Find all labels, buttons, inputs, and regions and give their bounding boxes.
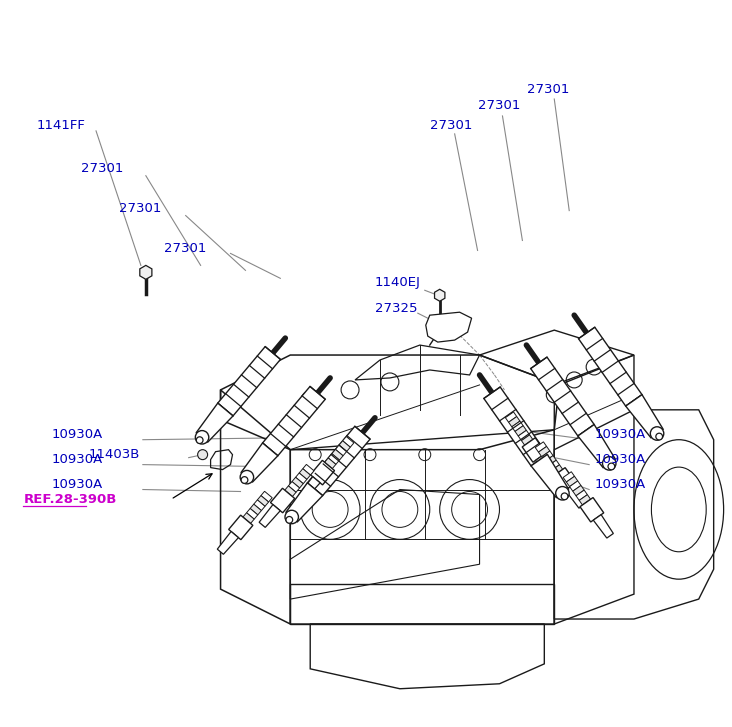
Polygon shape [567, 476, 578, 486]
Circle shape [602, 457, 616, 470]
Text: REF.28-390B: REF.28-390B [23, 493, 116, 506]
Polygon shape [579, 494, 591, 505]
Polygon shape [310, 460, 335, 485]
Polygon shape [539, 446, 550, 457]
Polygon shape [531, 454, 569, 497]
Polygon shape [261, 491, 272, 502]
Text: 27325: 27325 [375, 302, 417, 315]
Text: 10930A: 10930A [51, 478, 102, 491]
Text: 27301: 27301 [430, 119, 472, 132]
Polygon shape [217, 347, 280, 416]
Text: 10930A: 10930A [594, 428, 646, 441]
Polygon shape [552, 467, 576, 492]
Circle shape [286, 516, 293, 523]
Polygon shape [521, 435, 533, 445]
Polygon shape [578, 327, 642, 406]
Text: 27301: 27301 [164, 242, 206, 255]
Text: 27301: 27301 [477, 100, 520, 113]
Polygon shape [535, 442, 547, 452]
Circle shape [556, 486, 569, 500]
Polygon shape [580, 497, 604, 522]
Polygon shape [573, 486, 584, 496]
Polygon shape [250, 504, 261, 515]
Polygon shape [512, 421, 523, 431]
Polygon shape [563, 472, 575, 482]
Polygon shape [332, 449, 343, 460]
Polygon shape [548, 460, 559, 470]
Polygon shape [509, 417, 520, 427]
Polygon shape [299, 469, 310, 479]
Polygon shape [484, 387, 548, 466]
Polygon shape [339, 441, 351, 451]
Polygon shape [551, 465, 563, 475]
Circle shape [608, 463, 615, 470]
Polygon shape [247, 508, 258, 519]
Polygon shape [259, 505, 280, 527]
Polygon shape [626, 395, 663, 438]
Polygon shape [536, 455, 556, 478]
Circle shape [656, 433, 662, 440]
Polygon shape [576, 490, 587, 500]
Polygon shape [140, 265, 152, 279]
Polygon shape [565, 485, 586, 508]
Polygon shape [522, 438, 546, 462]
Text: 10930A: 10930A [51, 453, 102, 466]
Text: 10930A: 10930A [51, 428, 102, 441]
Polygon shape [426, 312, 471, 342]
Text: 10930A: 10930A [594, 453, 646, 466]
Text: 11403B: 11403B [89, 448, 141, 461]
Polygon shape [518, 430, 529, 441]
Polygon shape [303, 465, 314, 475]
Polygon shape [545, 456, 556, 466]
Polygon shape [343, 436, 354, 447]
Circle shape [240, 470, 253, 484]
Polygon shape [228, 515, 253, 539]
Polygon shape [578, 425, 616, 467]
Circle shape [285, 510, 299, 523]
Polygon shape [515, 426, 526, 436]
Polygon shape [296, 473, 307, 483]
Polygon shape [286, 483, 323, 522]
Circle shape [650, 427, 664, 441]
Polygon shape [217, 531, 239, 554]
Text: 27301: 27301 [527, 83, 569, 95]
Polygon shape [542, 451, 553, 462]
Polygon shape [569, 481, 581, 491]
Polygon shape [594, 515, 613, 538]
Polygon shape [263, 387, 325, 456]
Polygon shape [292, 478, 303, 488]
Circle shape [241, 477, 248, 483]
Polygon shape [307, 426, 370, 496]
Text: 27301: 27301 [81, 162, 124, 175]
Text: 1141FF: 1141FF [37, 119, 85, 132]
Text: 27301: 27301 [119, 202, 161, 215]
Polygon shape [531, 357, 594, 436]
Polygon shape [288, 481, 299, 492]
Polygon shape [258, 496, 269, 506]
Polygon shape [335, 445, 347, 456]
Polygon shape [196, 403, 233, 442]
Polygon shape [243, 513, 254, 523]
Circle shape [195, 430, 209, 444]
Polygon shape [324, 458, 336, 469]
Text: 10930A: 10930A [594, 478, 646, 491]
Circle shape [198, 450, 208, 459]
Circle shape [196, 437, 203, 443]
Polygon shape [435, 289, 445, 301]
Polygon shape [299, 477, 320, 499]
Polygon shape [254, 500, 265, 510]
Text: 1140EJ: 1140EJ [375, 276, 421, 289]
Circle shape [561, 493, 568, 499]
Polygon shape [285, 486, 296, 497]
Polygon shape [328, 454, 340, 465]
Polygon shape [271, 489, 295, 513]
Polygon shape [241, 443, 278, 482]
Polygon shape [505, 412, 517, 422]
